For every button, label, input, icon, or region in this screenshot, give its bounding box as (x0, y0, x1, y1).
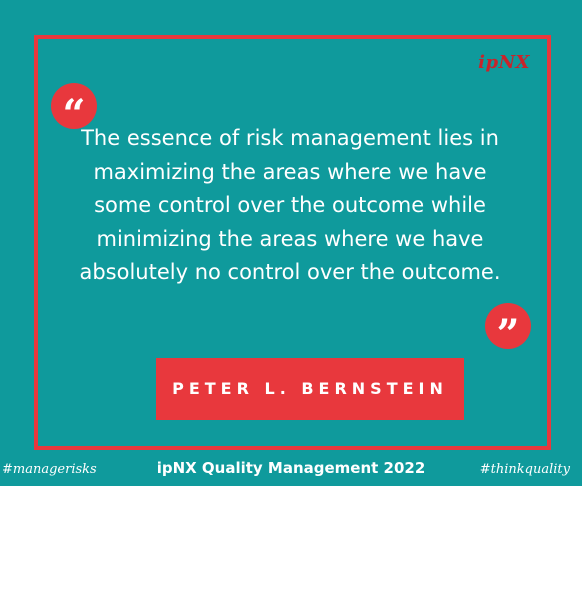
quote-text: The essence of risk management lies in m… (79, 126, 501, 284)
footer-title: ipNX Quality Management 2022 (156, 459, 426, 477)
ipnx-logo: ipNX (478, 52, 530, 73)
hashtag-managerisks: #managerisks (2, 462, 97, 477)
author-name: PETER L. BERNSTEIN (156, 358, 464, 420)
hashtag-thinkquality: #thinkquality (479, 462, 570, 477)
close-quote-icon: ” (485, 303, 531, 349)
quote-card: ipNX “ The essence of risk management li… (0, 0, 582, 486)
quote-frame (34, 35, 551, 450)
footer-bar: #managerisks ipNX Quality Management 202… (0, 454, 582, 484)
open-quote-icon: “ (51, 83, 97, 129)
